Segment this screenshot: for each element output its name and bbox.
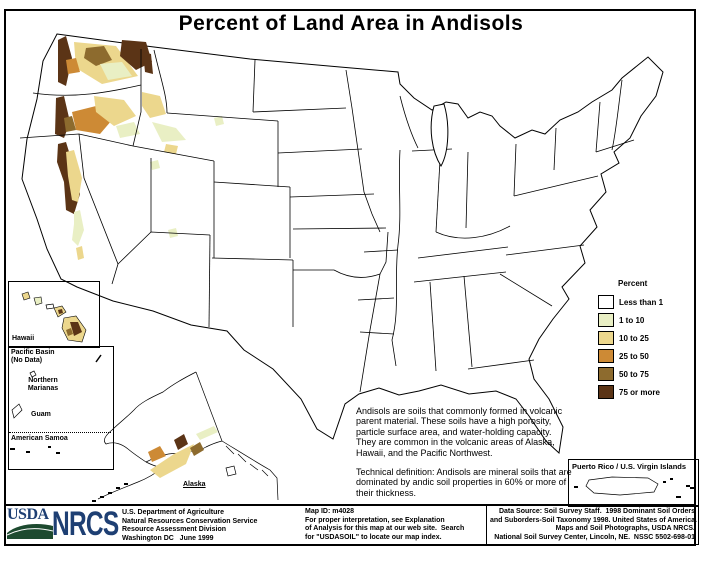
american-samoa-label: American Samoa <box>11 435 68 442</box>
legend-label: Less than 1 <box>619 297 664 307</box>
nrcs-logo-text: NRCS <box>52 505 119 543</box>
legend-swatch <box>598 295 614 309</box>
map-id-note: Map ID: m4028 For proper interpretation,… <box>305 508 465 541</box>
legend-row: 75 or more <box>598 383 694 401</box>
legend-row: 1 to 10 <box>598 311 694 329</box>
legend-label: 25 to 50 <box>619 351 649 361</box>
guam-label: Guam <box>31 411 51 418</box>
hawaii-inset-box <box>8 281 100 348</box>
lake-michigan <box>430 103 449 167</box>
legend-swatch <box>598 385 614 399</box>
puerto-rico-map <box>574 476 694 498</box>
legend-label: 10 to 25 <box>619 333 649 343</box>
puerto-rico-label: Puerto Rico / U.S. Virgin Islands <box>572 462 687 471</box>
description-block: Andisols are soils that commonly formed … <box>356 406 573 498</box>
legend-swatch <box>598 349 614 363</box>
pacific-islands <box>10 354 102 454</box>
state-borders <box>19 49 635 393</box>
usda-swoosh-icon <box>6 524 54 539</box>
legend-label: 50 to 75 <box>619 369 649 379</box>
usda-logo: USDA <box>6 506 54 544</box>
northern-marianas-label: Northern Marianas <box>27 377 59 392</box>
description-paragraph: Andisols are soils that commonly formed … <box>356 406 563 458</box>
legend-row: 50 to 75 <box>598 365 694 383</box>
page-title: Percent of Land Area in Andisols <box>178 12 524 35</box>
pacific-basin-inset-box <box>8 346 114 470</box>
legend-swatch <box>598 313 614 327</box>
footer-divider <box>4 504 696 506</box>
map-legend: Percent Less than 1 1 to 10 10 to 25 25 … <box>598 279 694 401</box>
legend-title: Percent <box>618 279 648 288</box>
technical-definition: Technical definition: Andisols are miner… <box>356 467 572 498</box>
legend-row: 25 to 50 <box>598 347 694 365</box>
andisol-patches <box>55 36 224 260</box>
map-frame <box>4 9 696 546</box>
hawaii-label: Hawaii <box>12 335 35 342</box>
puerto-rico-inset-box <box>568 459 699 507</box>
samoa-divider <box>9 432 111 433</box>
legend-row: 10 to 25 <box>598 329 694 347</box>
legend-label: 1 to 10 <box>619 315 645 325</box>
pacific-basin-label: Pacific Basin (No Data) <box>11 349 55 364</box>
legend-swatch <box>598 331 614 345</box>
data-source-box: Data Source: Soil Survey Staff. 1998 Dom… <box>486 505 699 545</box>
legend-row: Less than 1 <box>598 293 694 311</box>
legend-swatch <box>598 367 614 381</box>
agency-address: U.S. Department of Agriculture Natural R… <box>122 509 258 542</box>
alaska-label: Alaska <box>183 481 206 488</box>
alaska-inset-map <box>84 371 279 506</box>
hawaii-islands <box>21 291 87 343</box>
usda-logo-text: USDA <box>7 506 49 523</box>
legend-label: 75 or more <box>619 387 660 397</box>
